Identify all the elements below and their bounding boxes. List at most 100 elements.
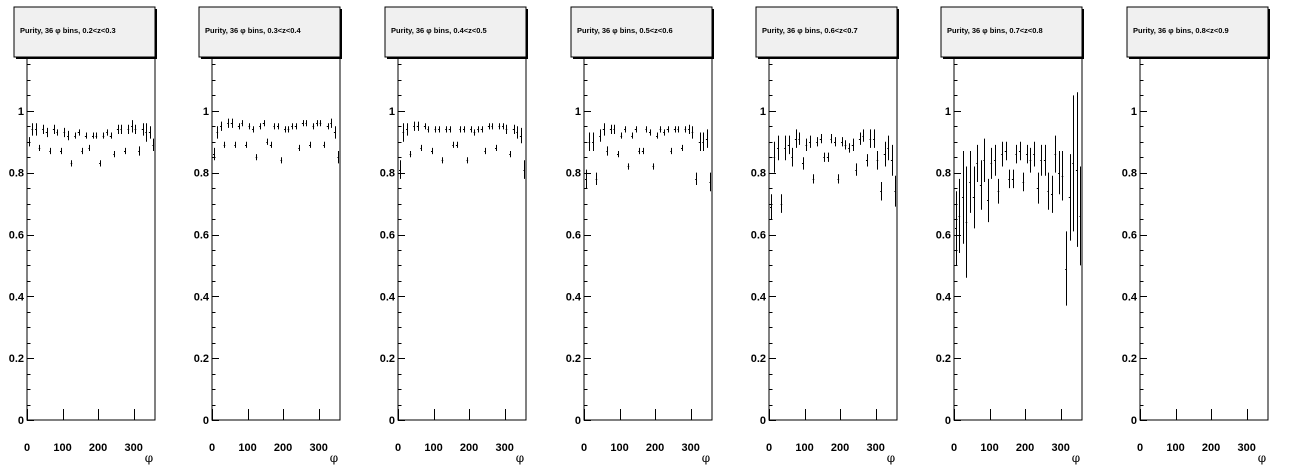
y-tick-label: 1 (203, 106, 209, 118)
x-tick-label: 200 (460, 442, 478, 454)
data-point (1036, 172, 1039, 204)
title-box (198, 6, 341, 58)
data-point (656, 132, 658, 139)
data-point (509, 151, 511, 158)
y-tick-label: 0.4 (9, 291, 25, 303)
y-tick-label: 0.2 (751, 353, 766, 365)
data-point (330, 118, 332, 128)
data-point (624, 126, 626, 133)
y-tick-label: 0.2 (194, 353, 209, 365)
y-tick-label: 1 (18, 106, 24, 118)
title-box (940, 6, 1083, 58)
data-point (1054, 135, 1057, 173)
data-point (812, 174, 815, 184)
data-point (333, 126, 336, 139)
x-axis-title: φ (330, 451, 338, 465)
data-point (70, 160, 73, 167)
data-point (873, 129, 875, 148)
data-point (1051, 175, 1053, 213)
data-point (223, 141, 226, 148)
data-point (516, 126, 518, 139)
data-point (826, 152, 829, 162)
data-point (955, 191, 957, 266)
y-tick-label: 0.2 (9, 353, 24, 365)
data-point (491, 123, 493, 130)
y-tick-label: 0.4 (566, 291, 582, 303)
data-point (259, 123, 261, 130)
data-point (152, 138, 154, 152)
data-series (770, 129, 896, 220)
data-point (652, 163, 655, 170)
data-point (416, 121, 419, 131)
y-tick-label: 1 (575, 106, 581, 118)
data-point (216, 126, 219, 139)
x-tick-label: 300 (1051, 442, 1069, 454)
data-point (480, 126, 483, 133)
data-point (794, 129, 797, 148)
data-point (134, 124, 137, 135)
chart-title: Purity, 36 φ bins, 0.5<z<0.6 (577, 26, 673, 35)
data-point (502, 123, 504, 130)
data-point (1058, 151, 1060, 195)
y-tick-label: 0 (389, 415, 395, 427)
data-point (262, 120, 265, 127)
y-tick-label: 0.8 (751, 168, 766, 180)
y-tick-label: 0.4 (751, 291, 767, 303)
data-point (983, 138, 985, 182)
data-point (477, 126, 479, 133)
data-point (92, 132, 94, 139)
data-point (38, 144, 41, 152)
data-point (816, 137, 818, 147)
x-tick-label: 0 (395, 442, 401, 454)
data-point (702, 132, 704, 152)
data-point (316, 120, 318, 127)
data-point (120, 124, 122, 135)
data-point (1008, 169, 1010, 189)
y-tick-label: 0 (18, 415, 24, 427)
data-point (141, 123, 144, 136)
data-point (406, 123, 408, 136)
data-point (45, 127, 48, 138)
y-tick-label: 0.6 (1122, 230, 1137, 242)
y-tick-label: 0 (203, 415, 209, 427)
data-point (1075, 92, 1078, 247)
data-point (512, 124, 515, 135)
x-tick-label: 300 (495, 442, 513, 454)
y-tick-label: 0.4 (1122, 291, 1138, 303)
y-tick-label: 0.2 (1122, 353, 1137, 365)
y-tick-label: 0.4 (936, 291, 952, 303)
data-point (798, 132, 800, 145)
data-point (770, 194, 772, 220)
data-point (634, 126, 637, 133)
data-point (84, 132, 87, 139)
data-point (627, 163, 630, 170)
data-point (851, 138, 854, 152)
data-point (994, 144, 996, 176)
data-point (519, 127, 522, 144)
data-point (138, 146, 140, 156)
data-point (1068, 154, 1071, 241)
x-tick-label: 200 (274, 442, 292, 454)
data-point (399, 160, 401, 179)
data-point (291, 123, 293, 130)
data-point (441, 157, 444, 164)
data-point (588, 132, 591, 152)
data-point (592, 132, 594, 152)
y-tick-label: 0.8 (380, 168, 395, 180)
data-point (663, 129, 665, 136)
x-axis-title: φ (516, 451, 524, 465)
chart-title: Purity, 36 φ bins, 0.8<z<0.9 (1133, 26, 1229, 35)
data-point (42, 124, 44, 135)
data-point (28, 137, 30, 147)
data-point (802, 157, 804, 170)
data-point (420, 144, 422, 152)
data-point (819, 134, 822, 144)
data-point (1019, 141, 1021, 161)
data-point (463, 126, 465, 133)
data-point (887, 135, 889, 161)
data-point (684, 126, 687, 133)
data-point (56, 129, 58, 136)
